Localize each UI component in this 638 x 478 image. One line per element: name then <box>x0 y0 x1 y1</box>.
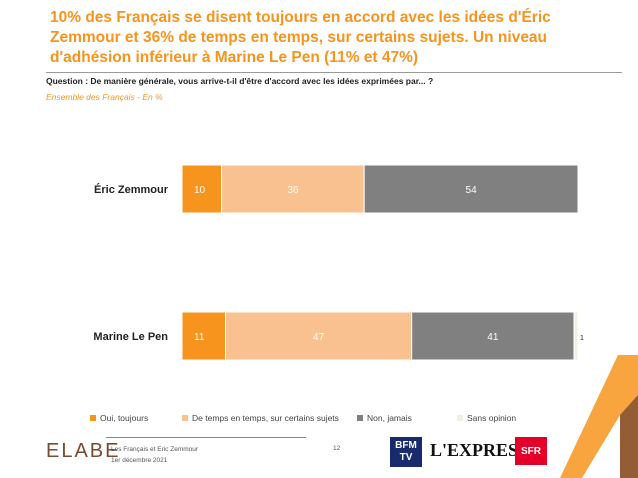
legend-swatch <box>457 415 463 421</box>
footer-info: Les Français et Eric Zemmour 1er décembr… <box>111 444 198 466</box>
data-label: 36 <box>287 185 299 196</box>
bar-segment <box>411 311 575 361</box>
legend-swatch <box>182 415 188 421</box>
data-label: 10 <box>194 185 206 196</box>
legend-label: Sans opinion <box>467 413 517 423</box>
page-number: 12 <box>333 445 341 452</box>
bar-segment <box>573 311 579 361</box>
bar-segment <box>181 164 223 214</box>
elabe-logo: ELABE <box>46 440 121 462</box>
lexpress-logo: L'EXPRESS <box>430 440 529 460</box>
category-label: Marine Le Pen <box>93 331 168 343</box>
legend-item: De temps en temps, sur certains sujets <box>182 413 357 423</box>
legend-label: Non, jamais <box>367 413 412 423</box>
data-label: 11 <box>194 332 205 343</box>
chart-legend: Oui, toujours De temps en temps, sur cert… <box>90 413 570 423</box>
legend-item: Oui, toujours <box>90 413 182 423</box>
page-title: 10% des Français se disent toujours en a… <box>50 9 551 66</box>
scope-text: Ensemble des Français - En % <box>46 92 163 102</box>
legend-swatch <box>90 415 96 421</box>
stacked-bar-chart: Éric Zemmour 10 36 54 Marine Le Pen 11 47 41 1 <box>93 164 584 361</box>
sfr-logo: SFR <box>515 437 547 465</box>
study-date: 1er décembre 2021 <box>111 457 168 464</box>
bar-segment <box>225 311 413 361</box>
data-label: 41 <box>487 332 499 343</box>
study-name: Les Français et Eric Zemmour <box>111 446 199 453</box>
data-label: 47 <box>313 332 325 343</box>
category-label: Éric Zemmour <box>94 183 169 196</box>
data-label: 1 <box>580 335 584 342</box>
footer-divider <box>106 437 306 438</box>
bfmtv-logo: BFM TV <box>390 437 422 467</box>
title-divider <box>46 72 622 73</box>
decorative-arrow-shape <box>560 355 638 478</box>
question-text: Question : De manière générale, vous arr… <box>46 76 434 86</box>
legend-item: Non, jamais <box>357 413 457 423</box>
legend-item: Sans opinion <box>457 413 547 423</box>
legend-label: Oui, toujours <box>100 413 149 423</box>
data-label: 54 <box>466 185 478 196</box>
bar-segment <box>181 311 227 361</box>
legend-swatch <box>357 415 363 421</box>
bar-segment <box>363 164 579 214</box>
legend-label: De temps en temps, sur certains sujets <box>192 413 339 423</box>
